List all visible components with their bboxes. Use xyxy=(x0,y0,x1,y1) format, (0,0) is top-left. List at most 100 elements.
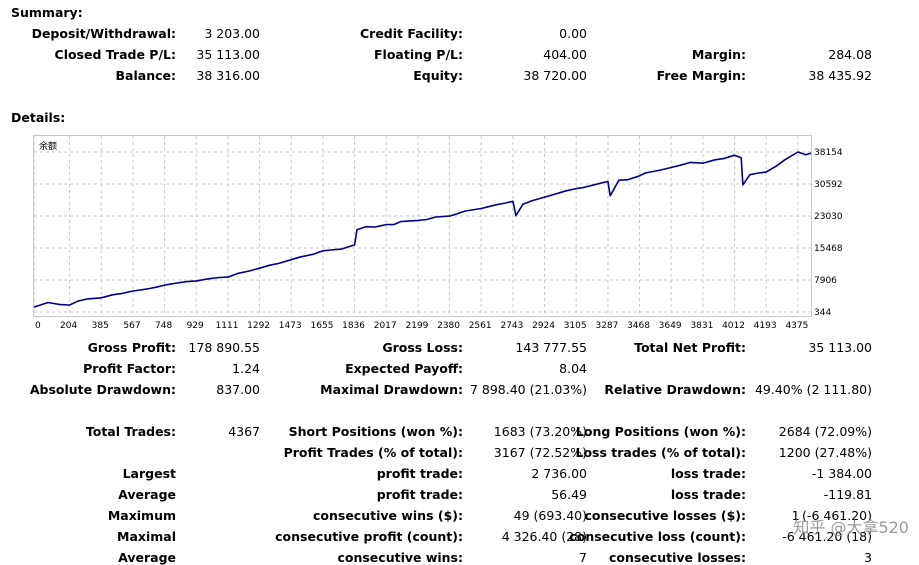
equity-value: 38 720.00 xyxy=(523,68,587,83)
largest-loss-value: -1 384.00 xyxy=(811,466,872,481)
x-tick-label: 3831 xyxy=(690,321,713,331)
balance-chart: 余额 xyxy=(33,135,812,317)
details-title: Details: xyxy=(11,110,66,125)
x-tick-label: 1111 xyxy=(216,321,239,331)
x-tick-label: 748 xyxy=(155,321,172,331)
y-tick-label: 7906 xyxy=(814,276,837,286)
average-profit-label: profit trade: xyxy=(376,487,463,502)
x-tick-label: 4012 xyxy=(722,321,745,331)
short-positions-label: Short Positions (won %): xyxy=(288,424,463,439)
x-tick-label: 567 xyxy=(123,321,140,331)
floating-pl-label: Floating P/L: xyxy=(374,47,463,62)
credit-value: 0.00 xyxy=(559,26,587,41)
max-consecutive-losses-value: 1 (-6 461.20) xyxy=(791,508,872,523)
relative-drawdown-value: 49.40% (2 111.80) xyxy=(754,382,872,397)
relative-drawdown-label: Relative Drawdown: xyxy=(604,382,746,397)
absolute-drawdown-label: Absolute Drawdown: xyxy=(29,382,176,397)
x-tick-label: 4193 xyxy=(754,321,777,331)
avg-consecutive-wins-label: consecutive wins: xyxy=(337,550,463,565)
y-tick-label: 23030 xyxy=(814,212,843,222)
x-tick-label: 2924 xyxy=(532,321,555,331)
credit-label: Credit Facility: xyxy=(359,26,463,41)
loss-trades-label: Loss trades (% of total): xyxy=(575,445,746,460)
short-positions-value: 1683 (73.20%) xyxy=(493,424,587,439)
long-positions-value: 2684 (72.09%) xyxy=(778,424,872,439)
x-tick-label: 204 xyxy=(60,321,77,331)
max-consecutive-wins-label: consecutive wins ($): xyxy=(312,508,463,523)
loss-trades-value: 1200 (27.48%) xyxy=(778,445,872,460)
x-tick-label: 3105 xyxy=(564,321,587,331)
x-tick-label: 385 xyxy=(92,321,109,331)
profit-trades-label: Profit Trades (% of total): xyxy=(283,445,463,460)
watermark: 知乎 @大拿520 xyxy=(793,518,909,537)
average2-label: Average xyxy=(118,550,176,565)
summary-title: Summary: xyxy=(11,5,83,20)
margin-label: Margin: xyxy=(691,47,746,62)
deposit-value: 3 203.00 xyxy=(204,26,260,41)
maximal-consecutive-profit-label: consecutive profit (count): xyxy=(275,529,463,544)
avg-consecutive-losses-label: consecutive losses: xyxy=(608,550,746,565)
gross-profit-label: Gross Profit: xyxy=(87,340,176,355)
x-tick-label: 0 xyxy=(35,321,41,331)
gross-profit-value: 178 890.55 xyxy=(188,340,260,355)
x-tick-label: 3468 xyxy=(627,321,650,331)
y-tick-label: 30592 xyxy=(814,180,843,190)
free-margin-label: Free Margin: xyxy=(656,68,746,83)
avg-consecutive-losses-value: 3 xyxy=(864,550,872,565)
x-tick-label: 2380 xyxy=(437,321,460,331)
x-tick-label: 929 xyxy=(187,321,204,331)
largest-profit-label: profit trade: xyxy=(376,466,463,481)
total-net-profit-value: 35 113.00 xyxy=(808,340,872,355)
x-tick-label: 1292 xyxy=(247,321,270,331)
closed-pl-value: 35 113.00 xyxy=(196,47,260,62)
maximum-label: Maximum xyxy=(107,508,176,523)
x-tick-label: 1473 xyxy=(279,321,302,331)
x-tick-label: 1655 xyxy=(311,321,334,331)
maximal-label: Maximal xyxy=(117,529,176,544)
gross-loss-label: Gross Loss: xyxy=(382,340,463,355)
chart-legend: 余额 xyxy=(39,142,58,152)
largest-label: Largest xyxy=(122,466,176,481)
expected-payoff-label: Expected Payoff: xyxy=(345,361,463,376)
balance-value: 38 316.00 xyxy=(196,68,260,83)
profit-trades-value: 3167 (72.52%) xyxy=(493,445,587,460)
maximal-drawdown-label: Maximal Drawdown: xyxy=(320,382,463,397)
chart-axes: 0 204 385 567 748 929 1111 1292 1473 1655 1836 2017… xyxy=(35,148,843,331)
deposit-label: Deposit/Withdrawal: xyxy=(31,26,176,41)
free-margin-value: 38 435.92 xyxy=(808,68,872,83)
x-tick-label: 2743 xyxy=(500,321,523,331)
x-tick-label: 1836 xyxy=(342,321,365,331)
balance-label: Balance: xyxy=(115,68,176,83)
maximal-consecutive-loss-label: consecutive loss (count): xyxy=(569,529,746,544)
x-tick-label: 3287 xyxy=(595,321,618,331)
x-tick-label: 4375 xyxy=(785,321,808,331)
average-label: Average xyxy=(118,487,176,502)
equity-label: Equity: xyxy=(413,68,463,83)
expected-payoff-value: 8.04 xyxy=(559,361,587,376)
average-loss-value: -119.81 xyxy=(823,487,872,502)
long-positions-label: Long Positions (won %): xyxy=(575,424,746,439)
balance-series-line xyxy=(34,151,811,308)
absolute-drawdown-value: 837.00 xyxy=(216,382,260,397)
x-tick-label: 3649 xyxy=(659,321,682,331)
y-tick-label: 344 xyxy=(814,308,831,318)
closed-pl-label: Closed Trade P/L: xyxy=(54,47,176,62)
floating-pl-value: 404.00 xyxy=(543,47,587,62)
largest-profit-value: 2 736.00 xyxy=(531,466,587,481)
profit-factor-label: Profit Factor: xyxy=(83,361,176,376)
maximal-drawdown-value: 7 898.40 (21.03%) xyxy=(469,382,587,397)
average-profit-value: 56.49 xyxy=(551,487,587,502)
maximal-consecutive-profit-value: 4 326.40 (28) xyxy=(501,529,587,544)
total-trades-label: Total Trades: xyxy=(85,424,176,439)
avg-consecutive-wins-value: 7 xyxy=(579,550,587,565)
margin-value: 284.08 xyxy=(828,47,872,62)
profit-factor-value: 1.24 xyxy=(232,361,260,376)
x-tick-label: 2017 xyxy=(374,321,397,331)
y-tick-label: 15468 xyxy=(814,244,843,254)
total-net-profit-label: Total Net Profit: xyxy=(634,340,746,355)
total-trades-value: 4367 xyxy=(228,424,260,439)
max-consecutive-wins-value: 49 (693.40) xyxy=(513,508,587,523)
largest-loss-label: loss trade: xyxy=(670,466,746,481)
balance-chart-svg xyxy=(34,136,811,316)
average-loss-label: loss trade: xyxy=(670,487,746,502)
